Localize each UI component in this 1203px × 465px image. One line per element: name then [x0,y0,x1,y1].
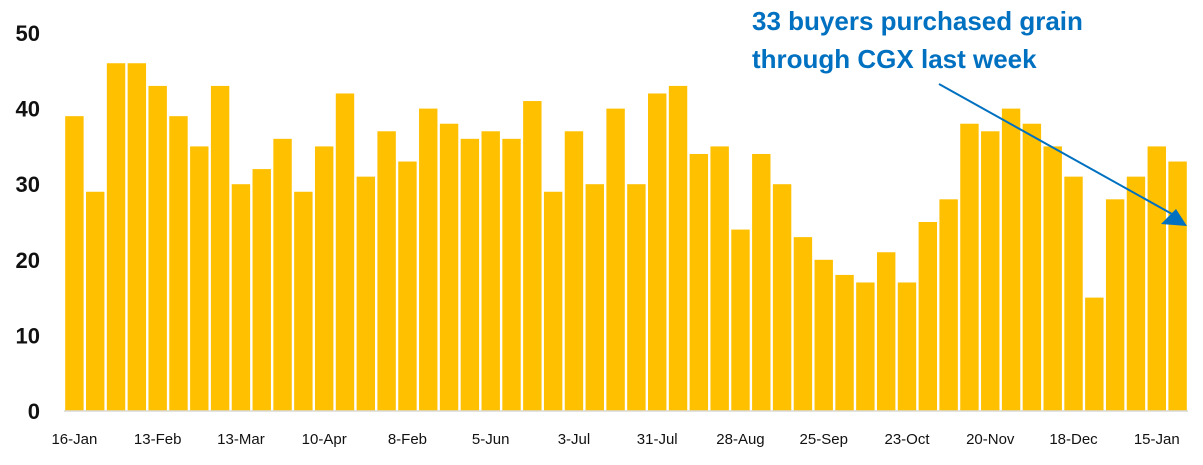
bar [356,176,376,411]
annotation-line-2: through CGX last week [752,44,1037,74]
x-tick-label: 23-Oct [884,431,930,448]
x-tick-label: 20-Nov [966,431,1015,448]
bar [106,63,126,412]
bar [377,131,396,411]
bar [606,108,625,411]
x-tick-label: 8-Feb [388,431,427,448]
x-axis: 16-Jan 13-Feb 13-Mar 10-Apr 8-Feb 5-Jun 3-Jul 3… [51,431,1179,448]
x-tick-label: 10-Apr [302,431,347,448]
bar [772,184,792,411]
x-tick-label: 28-Aug [716,431,764,448]
y-tick-label: 30 [16,172,40,197]
bar [981,131,1000,411]
bar [1085,297,1104,411]
bar [856,282,875,411]
bar [939,199,958,411]
bar [335,93,355,411]
x-tick-label: 18-Dec [1049,431,1098,448]
bar [169,116,188,411]
bar [523,101,542,411]
bar [648,93,667,411]
x-tick-label: 31-Jul [637,431,678,448]
x-tick-label: 3-Jul [558,431,591,448]
bar [793,237,813,411]
bar [148,85,167,412]
x-tick-label: 13-Mar [217,431,265,448]
x-tick-label: 25-Sep [800,431,848,448]
bars [65,63,1187,412]
annotation-arrow-icon [938,83,1187,226]
bar [835,274,854,411]
bar [190,146,209,411]
bar [86,191,105,411]
bar [876,252,896,411]
bar [918,222,938,411]
bar [1168,161,1187,411]
bar [314,146,334,411]
bar [294,191,313,411]
bar [960,123,979,411]
y-tick-label: 40 [16,97,40,122]
bar [627,184,646,411]
bar [1001,108,1021,411]
annotation-text: 33 buyers purchased grain through CGX la… [752,2,1083,78]
y-axis: 0 10 20 30 40 50 [16,21,40,424]
bar [731,229,750,411]
bar [273,138,292,411]
bar [481,131,500,411]
y-tick-label: 0 [28,399,40,424]
x-tick-label: 15-Jan [1134,431,1180,448]
bar [1022,123,1042,411]
bar [814,259,833,411]
bar [419,108,438,411]
bar [897,282,917,411]
bar [1043,146,1062,411]
bar [252,169,271,411]
bar [231,184,251,411]
bar [689,153,709,411]
bar [398,161,417,411]
bar [710,146,729,411]
bar [502,138,521,411]
y-tick-label: 50 [16,21,40,46]
y-tick-label: 10 [16,323,40,348]
bar [127,63,147,412]
bar [65,116,84,411]
x-tick-label: 5-Jun [472,431,510,448]
bar [460,138,480,411]
bar [668,85,688,412]
y-tick-label: 20 [16,248,40,273]
annotation-line-1: 33 buyers purchased grain [752,6,1083,36]
bar [1126,176,1146,411]
bar [1105,199,1125,411]
x-tick-label: 13-Feb [134,431,182,448]
bar [564,131,584,411]
bar [439,123,459,411]
bar [752,153,771,411]
bar [585,184,604,411]
bar [1064,176,1083,411]
bar [543,191,563,411]
x-tick-label: 16-Jan [51,431,97,448]
bar [210,85,230,412]
bar [1147,146,1166,411]
